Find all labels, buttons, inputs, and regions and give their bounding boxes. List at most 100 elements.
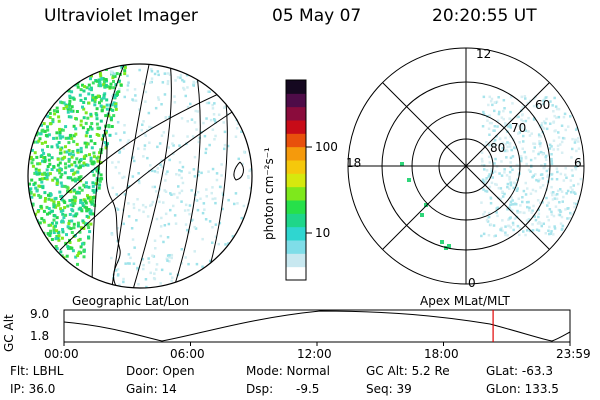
polar-emission-pixel: [537, 152, 540, 156]
globe-emission-pixel: [30, 72, 34, 76]
globe-emission-pixel: [180, 200, 183, 203]
globe-emission-pixel: [174, 222, 178, 225]
globe-emission-pixel: [50, 168, 54, 171]
globe-emission-pixel: [59, 181, 63, 185]
polar-emission-pixel: [488, 185, 492, 189]
globe-emission-pixel: [176, 76, 180, 79]
globe-emission-pixel: [56, 236, 60, 240]
globe-emission-pixel: [70, 208, 74, 212]
polar-emission-pixel: [490, 181, 494, 185]
globe-emission-pixel: [68, 281, 72, 285]
globe-emission-pixel: [211, 197, 214, 201]
globe-emission-pixel: [127, 139, 130, 142]
globe-emission-pixel: [178, 287, 181, 288]
globe-emission-pixel: [98, 126, 102, 130]
globe-emission-pixel: [56, 145, 60, 149]
polar-emission-pixel: [543, 163, 547, 166]
polar-emission-pixel: [542, 99, 545, 102]
globe-emission-pixel: [69, 115, 73, 119]
globe-emission-pixel: [66, 225, 70, 229]
globe-emission-pixel: [65, 254, 69, 258]
polar-emission-pixel: [575, 149, 578, 153]
globe-emission-pixel: [41, 264, 45, 268]
globe-emission-pixel: [77, 238, 81, 242]
globe-emission-pixel: [48, 111, 52, 115]
polar-emission-pixel: [518, 233, 521, 237]
globe-emission-pixel: [153, 272, 156, 275]
globe-emission-pixel: [95, 169, 99, 173]
globe-emission-pixel: [72, 214, 76, 218]
polar-emission-pixel: [529, 170, 532, 173]
globe-emission-pixel: [63, 184, 67, 188]
globe-emission-pixel: [196, 174, 200, 177]
globe-emission-pixel: [142, 267, 145, 271]
globe-emission-pixel: [55, 143, 59, 147]
globe-emission-pixel: [175, 173, 178, 176]
globe-emission-pixel: [44, 80, 48, 84]
polar-emission-pixel: [555, 107, 559, 111]
globe-emission-pixel: [77, 72, 81, 76]
globe-emission-pixel: [43, 89, 47, 93]
globe-emission-pixel: [87, 235, 90, 239]
globe-emission-pixel: [203, 134, 207, 138]
globe-emission-pixel: [105, 64, 109, 65]
polar-emission-pixel: [567, 229, 570, 232]
polar-emission-pixel: [502, 99, 506, 102]
globe-emission-pixel: [82, 255, 86, 259]
globe-emission-pixel: [207, 170, 210, 173]
globe-emission-pixel: [110, 233, 114, 236]
globe-emission-pixel: [47, 256, 51, 260]
polar-emission-pixel: [517, 167, 521, 170]
polar-emission-pixel: [578, 115, 582, 118]
polar-emission-pixel: [511, 155, 515, 158]
globe-emission-pixel: [45, 78, 49, 82]
polar-emission-pixel: [562, 115, 566, 119]
globe-emission-pixel: [33, 266, 37, 270]
globe-emission-pixel: [82, 183, 86, 187]
globe-emission-pixel: [79, 123, 83, 127]
globe-emission-pixel: [45, 177, 49, 181]
globe-emission-pixel: [126, 88, 129, 92]
polar-emission-pixel: [508, 145, 512, 148]
globe-emission-pixel: [200, 171, 203, 175]
polar-emission-pixel: [577, 161, 580, 164]
polar-emission-pixel: [548, 208, 552, 211]
globe-emission-pixel: [39, 75, 43, 79]
globe-emission-pixel: [76, 262, 79, 266]
glon-info: GLon: 133.5: [486, 382, 559, 396]
polar-emission-pixel: [546, 204, 549, 207]
globe-emission-pixel: [32, 257, 36, 261]
globe-emission-pixel: [70, 155, 74, 159]
globe-emission-pixel: [91, 181, 95, 185]
globe-emission-pixel: [29, 293, 32, 296]
polar-grid: [347, 47, 585, 285]
polar-emission-pixel: [485, 177, 488, 180]
globe-emission-pixel: [103, 141, 107, 145]
globe-emission-pixel: [83, 205, 87, 209]
polar-emission-pixel: [492, 224, 496, 227]
globe-emission-pixel: [28, 274, 32, 278]
globe-emission-pixel: [74, 132, 78, 136]
globe-emission-pixel: [73, 78, 77, 82]
globe-emission-pixel: [159, 282, 162, 285]
globe-emission-pixel: [85, 209, 89, 213]
globe-emission-pixel: [140, 128, 143, 132]
polar-emission-pixel: [507, 224, 510, 228]
globe-emission-pixel: [93, 69, 97, 73]
globe-emission-pixel: [248, 169, 251, 173]
globe-emission-pixel: [179, 73, 183, 77]
polar-emission-pixel: [531, 209, 534, 212]
globe-emission-pixel: [223, 130, 227, 134]
globe-emission-pixel: [86, 116, 90, 120]
polar-emission-pixel: [539, 135, 543, 138]
polar-emission-pixel: [530, 165, 533, 168]
polar-emission-pixel: [532, 97, 536, 100]
globe-emission-pixel: [228, 245, 231, 249]
globe-emission-pixel: [224, 105, 227, 109]
globe-emission-pixel: [64, 86, 68, 89]
globe-emission-pixel: [94, 167, 98, 171]
polar-emission-pixel: [485, 219, 489, 222]
globe-emission-pixel: [223, 91, 227, 95]
globe-emission-pixel: [192, 82, 196, 85]
globe-emission-pixel: [93, 103, 97, 107]
